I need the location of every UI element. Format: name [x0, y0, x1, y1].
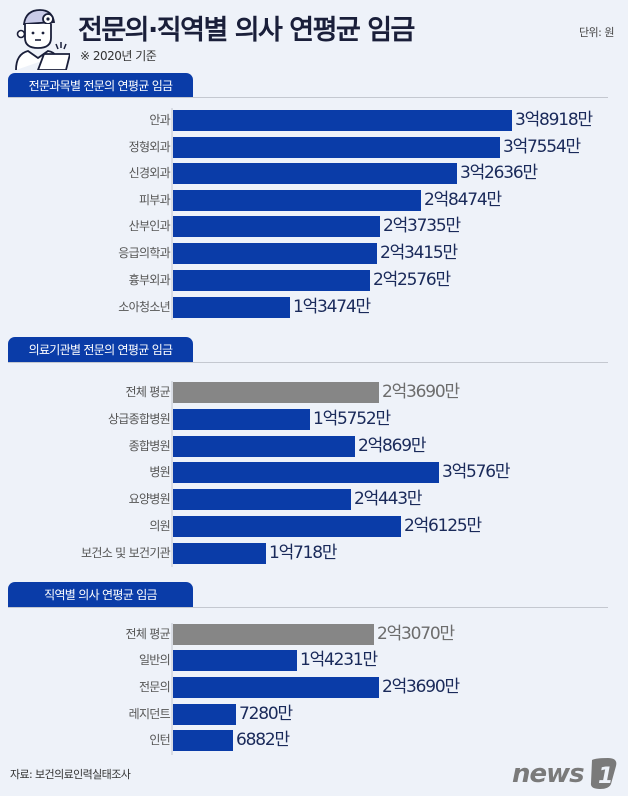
bar-label: 피부과 [138, 193, 171, 207]
bar-row: 일반의 1억4231만 [0, 650, 628, 671]
bar-label: 요양병원 [128, 492, 171, 506]
bar-label: 의원 [149, 519, 170, 533]
bar-row: 산부인과 2억3735만 [0, 216, 628, 237]
bar-label: 신경외과 [128, 166, 171, 180]
bar-row: 보건소 및 보건기관 1억718만 [0, 543, 628, 564]
bar-label: 전체 평균 [125, 385, 171, 399]
section-divider [8, 362, 608, 363]
bar [173, 216, 380, 237]
bar-row: 안과 3억8918만 [0, 110, 628, 131]
bar [173, 704, 236, 725]
bar-row: 전체 평균 2억3070만 [0, 624, 628, 645]
bar [173, 516, 401, 537]
bar-row: 신경외과 3억2636만 [0, 163, 628, 184]
bar-value: 1억718만 [269, 543, 338, 563]
section-tab-occupation: 직역별 의사 연평균 임금 [8, 582, 193, 607]
bar [173, 730, 233, 751]
section-tab-specialty: 전문과목별 전문의 연평균 임금 [8, 73, 193, 98]
bar-value: 2억3690만 [382, 677, 460, 697]
bar [173, 543, 266, 564]
bar [173, 110, 512, 131]
bar-value: 1억4231만 [300, 650, 378, 670]
bar-value: 2억6125만 [404, 516, 482, 536]
bar-row: 소아청소년 1억3474만 [0, 297, 628, 318]
bar-row: 피부과 2억8474만 [0, 190, 628, 211]
header: 전문의·직역별 의사 연평균 임금 ※ 2020년 기준 단위: 원 [0, 0, 628, 98]
bar [173, 650, 297, 671]
bar [173, 270, 370, 291]
bar-value: 2억3735만 [383, 216, 461, 236]
axis-line [171, 623, 173, 755]
bar [173, 436, 355, 457]
bar-label: 레지던트 [128, 707, 171, 721]
bar-label: 보건소 및 보건기관 [81, 546, 171, 560]
bar-value: 6882만 [236, 730, 290, 750]
bar-value: 7280만 [239, 704, 293, 724]
bar [173, 137, 500, 158]
bar-value: 2억443만 [354, 489, 423, 509]
bar-label: 정형외과 [128, 140, 171, 154]
bar-label: 인턴 [149, 733, 170, 747]
bar-value: 3억2636만 [460, 163, 538, 183]
bar-value: 2억2576만 [373, 270, 451, 290]
news1-logo-icon: news 1 [512, 758, 617, 789]
bar-label: 상급종합병원 [107, 412, 171, 426]
bar-value: 2억869만 [358, 436, 427, 456]
axis-line [171, 108, 173, 320]
unit-label: 단위: 원 [578, 26, 615, 39]
bar [173, 409, 310, 430]
axis-line [171, 381, 173, 567]
bar-label: 응급의학과 [118, 246, 170, 260]
svg-text:1: 1 [598, 764, 613, 789]
bar-label: 흉부외과 [128, 273, 171, 287]
section-divider [8, 607, 608, 608]
bar [173, 190, 421, 211]
bar-value: 3억7554만 [503, 137, 581, 157]
bar-value: 2억3690만 [382, 382, 460, 402]
bar-value: 2억8474만 [424, 190, 502, 210]
bar-label: 산부인과 [128, 219, 171, 233]
page-title: 전문의·직역별 의사 연평균 임금 [78, 15, 415, 46]
bar [173, 297, 290, 318]
bar-row: 의원 2억6125만 [0, 516, 628, 537]
bar-label: 소아청소년 [118, 300, 170, 314]
bar-row: 레지던트 7280만 [0, 704, 628, 725]
bar-row: 요양병원 2억443만 [0, 489, 628, 510]
source-note: 자료: 보건의료인력실태조사 [10, 768, 131, 781]
bar-value: 3억576만 [442, 462, 511, 482]
bar [173, 677, 379, 698]
average-bar [173, 624, 374, 645]
bar-label: 병원 [149, 465, 170, 479]
bar-row: 흉부외과 2억2576만 [0, 270, 628, 291]
average-bar [173, 382, 379, 403]
bar-row: 인턴 6882만 [0, 730, 628, 751]
bar-row: 상급종합병원 1억5752만 [0, 409, 628, 430]
bar-label: 일반의 [138, 653, 171, 667]
bar [173, 489, 351, 510]
bar-label: 종합병원 [128, 439, 171, 453]
bar [173, 462, 439, 483]
bar-label: 전체 평균 [125, 627, 171, 641]
bar-row: 병원 3억576만 [0, 462, 628, 483]
svg-text:news: news [512, 759, 584, 789]
bar-value: 2억3070만 [377, 624, 455, 644]
page-subtitle: ※ 2020년 기준 [80, 49, 157, 63]
bar-row: 전체 평균 2억3690만 [0, 382, 628, 403]
bar-label: 안과 [149, 113, 170, 127]
bar-value: 2억3415만 [380, 243, 458, 263]
bar-label: 전문의 [138, 680, 171, 694]
bar-row: 응급의학과 2억3415만 [0, 243, 628, 264]
bar-value: 1억5752만 [313, 409, 391, 429]
bar-value: 3억8918만 [515, 110, 593, 130]
doctor-illustration-icon [15, 9, 70, 70]
bar-value: 1억3474만 [293, 297, 371, 317]
section-divider [8, 97, 608, 98]
bar-row: 전문의 2억3690만 [0, 677, 628, 698]
bar-row: 종합병원 2억869만 [0, 436, 628, 457]
section-tab-institution: 의료기관별 전문의 연평균 임금 [8, 337, 193, 362]
bar-row: 정형외과 3억7554만 [0, 137, 628, 158]
bar [173, 163, 457, 184]
bar [173, 243, 377, 264]
